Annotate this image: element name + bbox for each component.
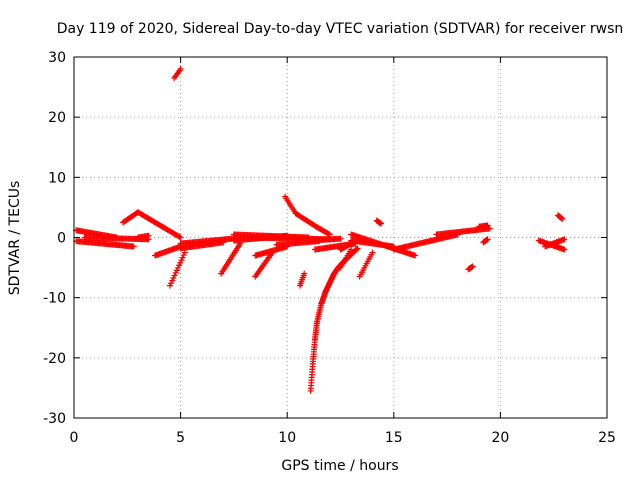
data-point	[337, 235, 344, 242]
data-point	[269, 249, 276, 256]
data-point	[561, 246, 568, 253]
x-tick-label: 15	[385, 430, 403, 446]
y-tick-label: 30	[48, 50, 66, 66]
y-tick-label: -10	[43, 291, 66, 307]
y-tick-label: 20	[48, 110, 66, 126]
data-point	[325, 230, 332, 237]
data-point	[176, 233, 183, 240]
y-tick-label: -20	[43, 351, 66, 367]
x-tick-label: 0	[70, 430, 79, 446]
data-point	[177, 66, 184, 73]
data-point	[412, 252, 419, 259]
y-tick-label: 10	[48, 170, 66, 186]
data-point	[484, 222, 491, 229]
chart-title: Day 119 of 2020, Sidereal Day-to-day VTE…	[57, 21, 624, 37]
data-point	[130, 243, 137, 250]
data-point	[469, 263, 476, 270]
data-point	[561, 236, 568, 243]
data-point	[177, 234, 184, 241]
point-layer	[73, 66, 568, 394]
x-tick-label: 10	[278, 430, 296, 446]
x-axis-label: GPS time / hours	[281, 458, 398, 474]
data-point	[378, 220, 385, 227]
data-point	[301, 270, 308, 277]
y-axis-label: SDTVAR / TECUs	[7, 181, 23, 296]
data-point	[353, 245, 360, 252]
x-tick-label: 20	[491, 430, 509, 446]
data-point	[354, 245, 361, 252]
data-point	[145, 232, 152, 239]
tick-layer: 0 5 10 15 20 25 -30 -20 -10 0 10 20 30	[43, 50, 616, 446]
y-tick-label: -30	[43, 411, 66, 427]
data-point	[558, 215, 565, 222]
data-point	[369, 249, 376, 256]
data-point	[486, 225, 493, 232]
x-tick-label: 5	[176, 430, 185, 446]
data-point	[346, 241, 353, 248]
y-tick-label: 0	[57, 231, 66, 247]
data-point	[220, 239, 227, 246]
x-tick-label: 25	[598, 430, 616, 446]
plot-frame	[73, 56, 608, 419]
data-point	[559, 215, 566, 222]
data-point	[353, 246, 360, 253]
data-point	[484, 236, 491, 243]
